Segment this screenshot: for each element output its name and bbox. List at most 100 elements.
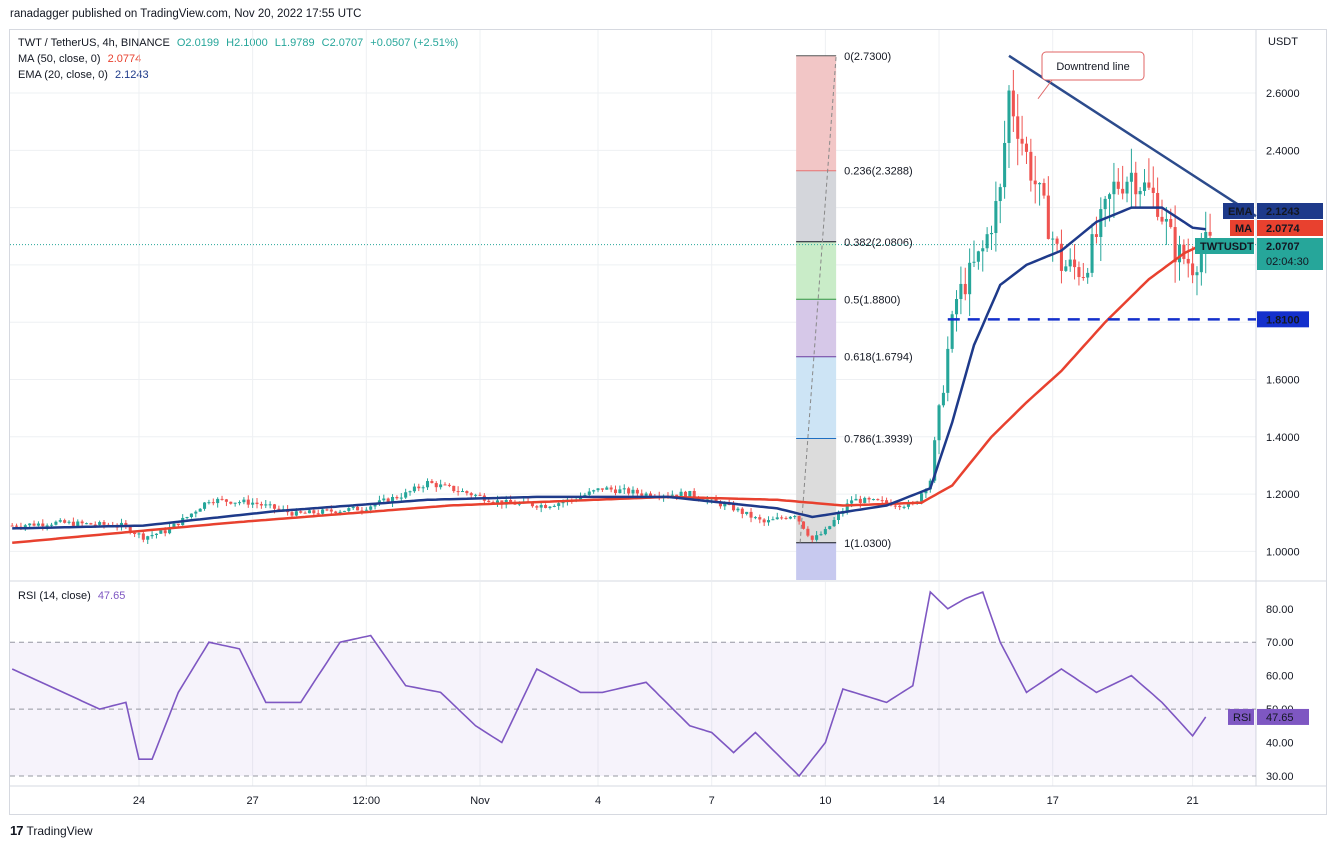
price-tag-bg (1257, 238, 1323, 270)
time-tick-label: 27 (247, 795, 259, 807)
candle-body (828, 526, 832, 530)
candle-body (627, 488, 631, 494)
candle-body (544, 505, 548, 508)
candle-body (1033, 180, 1037, 185)
ma-label: MA (50, close, 0) (18, 53, 101, 65)
candle-body (98, 522, 102, 525)
candle-body (58, 520, 62, 522)
candle-body (976, 251, 980, 262)
ema20-line (12, 206, 1206, 530)
candle-body (237, 502, 242, 504)
candle-body (465, 491, 469, 494)
candle-body (867, 497, 871, 500)
candle-body (539, 505, 543, 508)
rsi-legend[interactable]: RSI (14, close) 47.65 (18, 590, 125, 602)
candle-body (185, 517, 189, 519)
candle-body (1081, 277, 1085, 279)
candle-body (985, 234, 989, 249)
candle-body (557, 503, 561, 506)
candle-body (89, 523, 93, 525)
candle-body (478, 494, 482, 496)
candle-body (1134, 172, 1138, 195)
candle-body (1051, 238, 1055, 240)
price-tick-label: 2.6000 (1266, 88, 1300, 100)
price-tag-value: 2.0707 (1266, 241, 1300, 253)
candle-body (303, 512, 307, 514)
candle-body (452, 485, 456, 492)
candle-body (1121, 188, 1125, 194)
candle-body (810, 535, 814, 540)
candle-body (1077, 267, 1081, 278)
candle-body (989, 233, 994, 235)
candle-body (430, 481, 434, 484)
candle-body (391, 496, 395, 503)
candle-body (587, 491, 591, 495)
candle-body (277, 508, 281, 510)
candle-body (902, 506, 906, 508)
candle-body (1094, 234, 1098, 237)
fib-level-label: 0.5(1.8800) (844, 294, 900, 306)
time-tick-label: 21 (1186, 795, 1198, 807)
candle-body (959, 283, 963, 300)
chart-legend: TWT / TetherUS, 4h, BINANCE O2.0199 H2.1… (18, 35, 458, 83)
candle-body (1138, 190, 1142, 195)
candle-body (246, 499, 250, 505)
ma-legend-row[interactable]: MA (50, close, 0) 2.0774 (18, 51, 458, 67)
candle-body (1112, 181, 1116, 195)
candle-body (613, 489, 618, 494)
price-tag-name: EMA (1228, 206, 1253, 218)
candle-body (15, 525, 19, 527)
high-value: H2.1000 (226, 37, 268, 49)
candle-body (893, 505, 897, 507)
tradingview-brand[interactable]: TradingView (26, 823, 93, 838)
candle-body (850, 500, 854, 504)
candle-body (675, 494, 679, 497)
rsi-tick-label: 40.00 (1266, 738, 1294, 750)
candle-body (954, 299, 959, 315)
candle-body (854, 498, 858, 501)
candle-body (1046, 195, 1050, 239)
price-tag-value: 2.0774 (1266, 223, 1301, 235)
candle-body (80, 521, 84, 524)
candle-body (871, 499, 875, 501)
candle-body (1086, 272, 1090, 278)
candle-body (946, 348, 950, 393)
fib-band (796, 55, 837, 171)
symbol-label[interactable]: TWT / TetherUS, 4h, BINANCE (18, 37, 170, 49)
candle-body (207, 502, 211, 504)
close-value: C2.0707 (321, 37, 364, 49)
time-tick-label: 24 (133, 795, 145, 807)
candle-body (530, 503, 534, 507)
candle-body (736, 508, 740, 511)
candle-body (670, 494, 674, 496)
candle-body (84, 523, 89, 525)
candle-body (793, 516, 797, 518)
candle-body (1020, 138, 1024, 144)
candle-body (63, 520, 67, 523)
fib-band (796, 299, 837, 357)
ema-legend-row[interactable]: EMA (20, close, 0) 2.1243 (18, 67, 458, 83)
candle-body (732, 504, 736, 511)
rsi-tick-label: 30.00 (1266, 771, 1294, 783)
candle-body (447, 484, 451, 486)
footer: 17 TradingView (10, 823, 93, 838)
tradingview-logo-icon[interactable]: 17 (10, 823, 24, 838)
candle-body (933, 440, 937, 481)
candle-body (45, 525, 49, 527)
rsi-legend-value: 47.65 (97, 590, 126, 602)
candle-body (788, 516, 792, 519)
candle-body (806, 528, 810, 536)
candle-body (1177, 244, 1182, 263)
candle-body (189, 513, 193, 518)
candle-body (434, 483, 438, 488)
candle-body (941, 392, 945, 406)
candle-body (876, 499, 880, 501)
candle-body (1099, 209, 1103, 237)
candle-body (1090, 234, 1094, 273)
candle-body (347, 508, 351, 511)
candle-body (535, 506, 539, 508)
ema-label: EMA (20, close, 0) (18, 69, 108, 81)
candle-body (1108, 194, 1112, 199)
candle-body (342, 510, 346, 512)
